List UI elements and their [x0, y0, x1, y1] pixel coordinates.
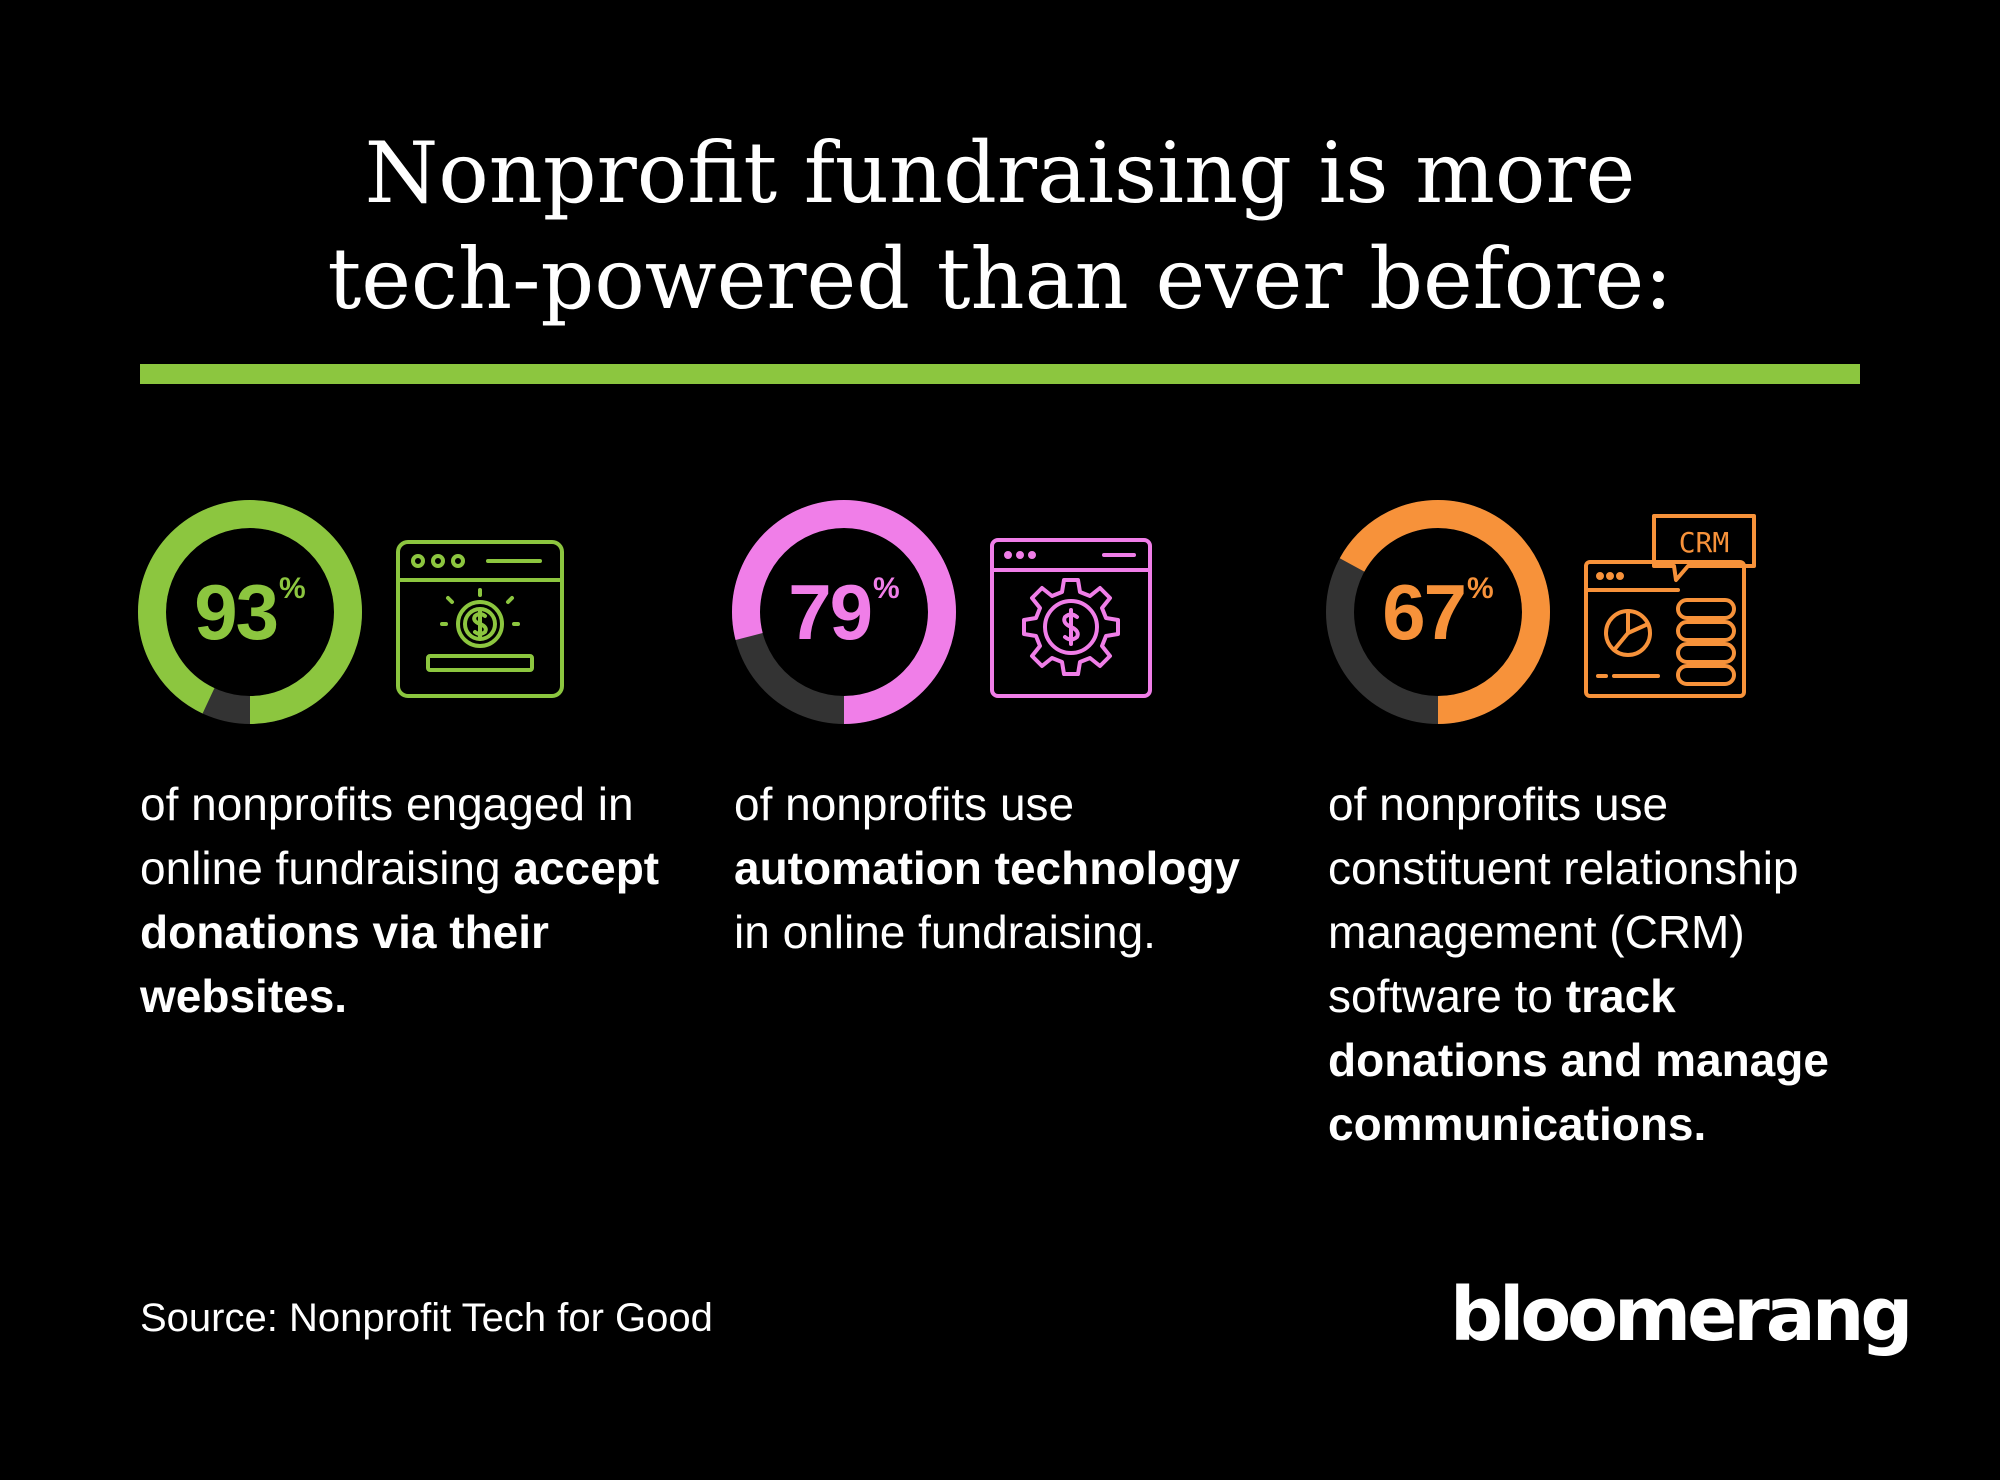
donut-ring [1326, 500, 1550, 724]
donut-chart-93: 93% [138, 500, 362, 724]
desc-part: of nonprofits use [734, 778, 1075, 830]
title-line-1: Nonprofit fundraising is more [364, 124, 1636, 222]
website-donation-icon [396, 540, 564, 698]
desc-part: of nonprofits engaged in online fundrais… [140, 778, 634, 894]
donut-arc [1326, 500, 1550, 724]
percent-sign: % [873, 572, 900, 605]
desc-part-bold: track donations and manage communication… [1328, 970, 1829, 1150]
percent-sign: % [1467, 572, 1494, 605]
title-line-2: tech-powered than ever before: [327, 230, 1673, 328]
bloomerang-logo: bloomerang [1450, 1272, 1913, 1358]
donut-ring [138, 500, 362, 724]
stat-number: 67 [1382, 568, 1467, 656]
automation-gear-dollar-icon [990, 538, 1152, 698]
donut-chart-79: 79% [732, 500, 956, 724]
desc-part-bold: automation technology [734, 842, 1240, 894]
page-title: Nonprofit fundraising is more tech-power… [0, 120, 2000, 332]
desc-part: of nonprofits use constituent relationsh… [1328, 778, 1799, 1022]
stat-number: 79 [788, 568, 873, 656]
donut-arc [732, 500, 956, 724]
source-note: Source: Nonprofit Tech for Good [140, 1296, 713, 1340]
desc-part: in online fundraising. [734, 906, 1156, 958]
stat-online-donations: 93% of nonprofits engaged in online fund… [138, 500, 660, 1200]
crm-dashboard-icon: CRM [1584, 514, 1756, 698]
stat-automation: 79% of nonprofits use automation technol… [732, 500, 1252, 1200]
donut-value: 79% [732, 500, 956, 724]
donut-value: 67% [1326, 500, 1550, 724]
stat-number: 93 [194, 568, 279, 656]
percent-sign: % [279, 572, 306, 605]
stat-crm: 67% CRM of nonprofits use constituent re… [1326, 500, 1846, 1200]
donut-value: 93% [138, 500, 362, 724]
donut-arc [138, 500, 362, 724]
title-divider [140, 364, 1860, 384]
stat-description: of nonprofits use automation technology … [734, 772, 1254, 964]
stat-description: of nonprofits use constituent relationsh… [1328, 772, 1848, 1156]
crm-label: CRM [1679, 526, 1730, 559]
donut-chart-67: 67% [1326, 500, 1550, 724]
desc-part-bold: accept donations via their websites. [140, 842, 660, 1022]
stat-description: of nonprofits engaged in online fundrais… [140, 772, 660, 1028]
donut-ring [732, 500, 956, 724]
